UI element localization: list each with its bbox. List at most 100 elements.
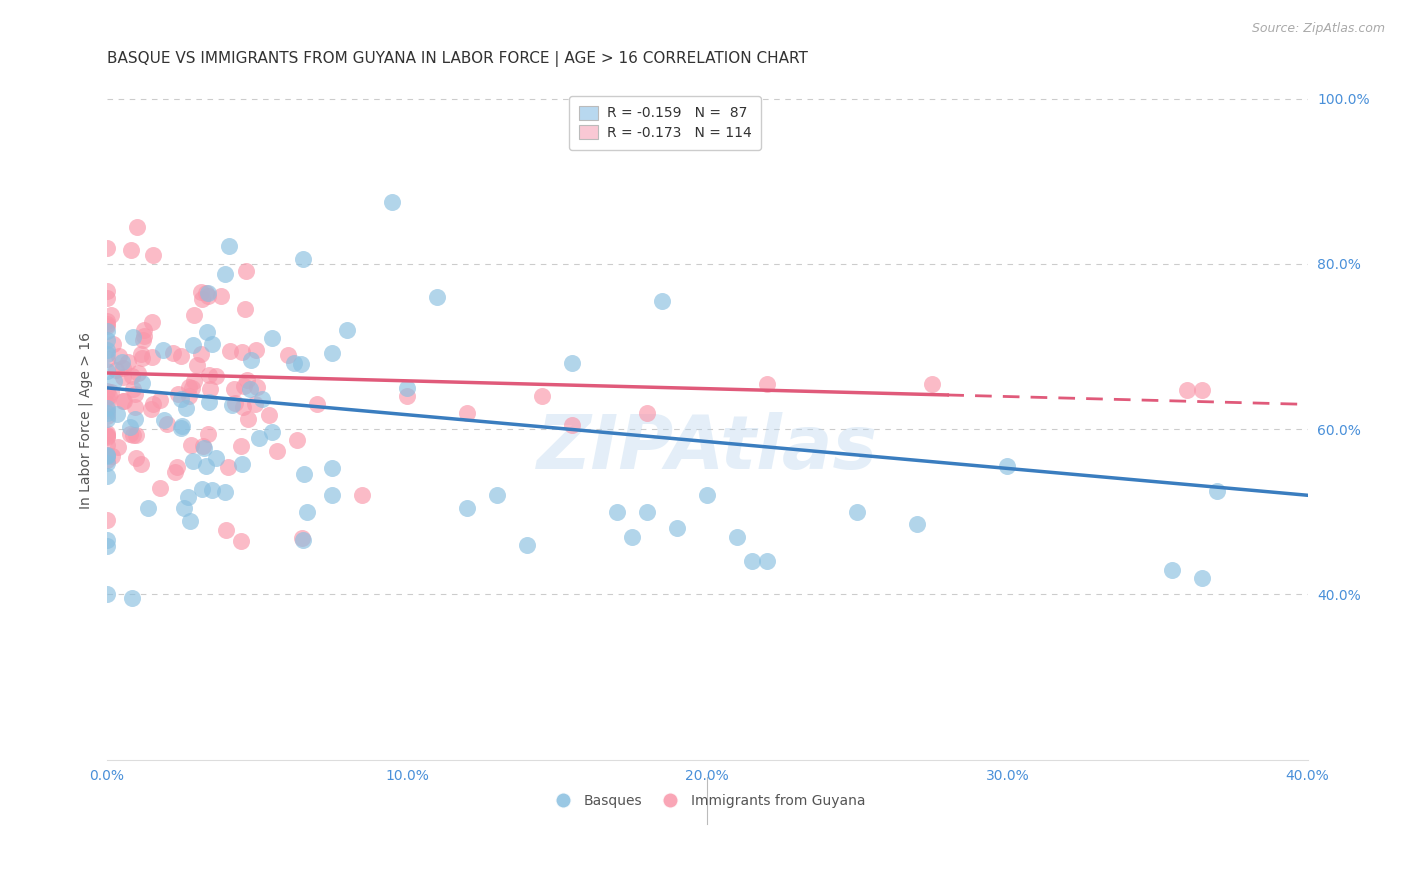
Point (96, 333, 118, 347)
Point (197, 285, 219, 300)
Point (107, 349, 129, 363)
Point (96, 427, 118, 442)
Point (100, 308, 122, 322)
Point (257, 409, 280, 423)
Point (921, 376, 943, 391)
Point (218, 343, 240, 358)
Point (231, 439, 253, 453)
Point (1177, 383, 1199, 397)
Point (179, 380, 201, 394)
Point (96, 318, 118, 333)
Point (181, 454, 204, 468)
Point (107, 440, 129, 454)
Point (96, 396, 118, 410)
Point (125, 219, 148, 234)
Point (142, 397, 165, 411)
Point (96, 391, 118, 405)
Point (111, 354, 134, 368)
Point (96, 343, 118, 357)
Point (96, 241, 118, 255)
Point (221, 398, 243, 412)
Point (846, 505, 869, 519)
Point (217, 459, 239, 474)
Text: Source: ZipAtlas.com: Source: ZipAtlas.com (1251, 22, 1385, 36)
Point (290, 357, 312, 371)
Point (103, 374, 125, 388)
Point (169, 392, 191, 407)
Point (262, 425, 284, 439)
Point (96, 438, 118, 452)
Point (233, 301, 256, 316)
Legend: Basques, Immigrants from Guyana: Basques, Immigrants from Guyana (543, 789, 870, 814)
Point (186, 358, 208, 372)
Point (291, 252, 314, 267)
Point (214, 267, 236, 281)
Point (112, 369, 135, 384)
Point (262, 331, 284, 345)
Point (96, 314, 118, 328)
Point (233, 379, 256, 393)
Point (1191, 571, 1213, 585)
Point (239, 382, 262, 396)
Point (395, 381, 418, 395)
Point (291, 531, 314, 545)
Point (636, 505, 658, 519)
Point (995, 459, 1018, 474)
Point (696, 488, 718, 502)
Point (651, 294, 673, 309)
Point (240, 353, 263, 368)
Point (905, 517, 928, 532)
Point (195, 326, 218, 340)
Point (305, 397, 328, 411)
Point (100, 384, 122, 399)
Point (229, 534, 252, 549)
Point (756, 376, 779, 391)
Point (561, 418, 583, 433)
Point (215, 523, 238, 537)
Point (96, 409, 118, 423)
Point (96, 318, 118, 332)
Point (183, 375, 205, 389)
Point (112, 394, 135, 409)
Point (456, 500, 478, 515)
Point (96, 513, 118, 527)
Point (96, 452, 118, 467)
Point (125, 428, 148, 442)
Point (148, 481, 170, 495)
Point (283, 356, 305, 370)
Point (236, 372, 259, 386)
Point (122, 428, 145, 442)
Point (191, 292, 214, 306)
Point (162, 346, 184, 360)
Point (200, 336, 222, 351)
Point (96, 364, 118, 378)
Point (277, 348, 299, 362)
Point (96, 450, 118, 464)
Point (222, 382, 245, 396)
Point (218, 239, 240, 253)
Point (117, 355, 139, 369)
Point (741, 554, 763, 568)
Point (107, 408, 129, 422)
Point (96, 448, 118, 462)
Point (245, 343, 267, 357)
Point (124, 411, 146, 425)
Point (170, 420, 193, 434)
Point (243, 397, 266, 411)
Point (121, 591, 143, 605)
Point (1191, 383, 1213, 397)
Point (96, 352, 118, 367)
Point (127, 366, 149, 380)
Point (132, 329, 155, 343)
Point (190, 285, 212, 300)
Point (136, 500, 159, 515)
Point (606, 505, 628, 519)
Point (96, 539, 118, 553)
Point (111, 360, 134, 375)
Point (96, 533, 118, 547)
Point (142, 248, 165, 262)
Point (124, 400, 146, 414)
Point (96, 347, 118, 361)
Point (96, 426, 118, 441)
Point (124, 387, 146, 401)
